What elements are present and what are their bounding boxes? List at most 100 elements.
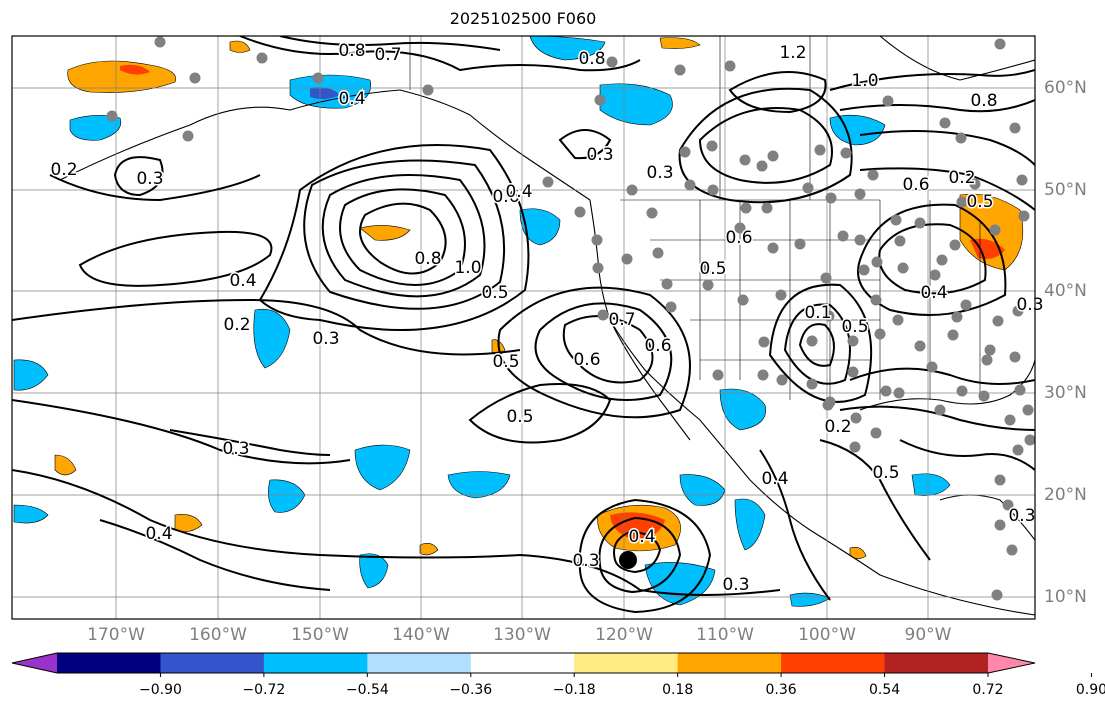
station-dot <box>594 94 606 106</box>
contour-label: 0.3 <box>586 145 613 165</box>
station-dot <box>939 117 951 129</box>
contour-label: 0.4 <box>229 271 256 291</box>
station-dot <box>823 310 835 322</box>
station-dot <box>775 289 787 301</box>
contour-label: 0.6 <box>573 350 600 370</box>
contour-line <box>99 519 331 591</box>
station-dot <box>936 254 948 266</box>
colorbar-segment <box>574 653 679 673</box>
negative-anomaly-area <box>13 359 49 391</box>
station-dot <box>806 335 818 347</box>
contour-label: 0.4 <box>761 469 788 489</box>
station-dot <box>758 336 770 348</box>
station-dot <box>679 146 691 158</box>
contour-label: 0.3 <box>222 439 249 459</box>
longitude-label: 90°W <box>904 625 952 645</box>
colorbar-tick-label: 0.90 <box>1075 682 1105 698</box>
contour-labels: 0.8 0.70.40.8 1.21.00.80.60.2 0.30.30.50.60… <box>49 40 1045 597</box>
station-dot <box>871 256 883 268</box>
station-dot <box>712 369 724 381</box>
station-dot <box>652 247 664 259</box>
longitude-label: 110°W <box>696 625 754 645</box>
contour-line <box>759 449 831 601</box>
station-dot <box>626 184 638 196</box>
longitude-label: 130°W <box>493 625 551 645</box>
station-dot <box>740 202 752 214</box>
station-dot <box>256 52 268 64</box>
contour-label: 0.3 <box>722 575 749 595</box>
contour-label: 0.8 <box>970 91 997 111</box>
station-dot <box>1018 210 1030 222</box>
station-dot <box>890 214 902 226</box>
contour-label: 0.8 <box>338 41 365 61</box>
station-dot <box>850 412 862 424</box>
gulf-coast <box>859 359 1035 411</box>
station-dot <box>956 385 968 397</box>
station-dot <box>621 253 633 265</box>
station-dot <box>854 234 866 246</box>
station-dot <box>806 378 818 390</box>
contour-label: 0.5 <box>492 352 519 372</box>
station-dot <box>956 196 968 208</box>
positive-anomaly-area <box>359 225 411 241</box>
negative-anomaly-area <box>359 553 389 589</box>
station-dot <box>734 222 746 234</box>
station-dot <box>312 72 324 84</box>
contour-label: 1.0 <box>454 258 481 278</box>
hudson-bay <box>879 36 1035 81</box>
station-dot <box>1014 384 1026 396</box>
colorbar-outline <box>11 652 1036 674</box>
contour-label: 0.2 <box>948 168 975 188</box>
station-dot <box>802 182 814 194</box>
colorbar-segment <box>57 653 161 673</box>
latitude-label: 40°N <box>1044 281 1087 301</box>
contour-label: 0.4 <box>505 182 532 202</box>
negative-anomaly-area <box>447 471 511 499</box>
station-dot <box>814 144 826 156</box>
contour-line <box>859 130 1035 166</box>
contour-label: 0.6 <box>492 187 519 207</box>
station-dot <box>820 272 832 284</box>
contour-line <box>534 302 673 401</box>
station-dot <box>824 396 836 408</box>
graticule <box>12 36 1035 619</box>
station-dot <box>874 328 886 340</box>
station-dot <box>955 132 967 144</box>
contour-label: 0.4 <box>920 283 947 303</box>
station-dot <box>724 60 736 72</box>
station-dot <box>825 192 837 204</box>
alaska-coastline <box>59 89 591 201</box>
negative-anomaly-area <box>268 479 306 513</box>
station-dot <box>1009 351 1021 363</box>
station-dot <box>1012 444 1024 456</box>
station-dot <box>1004 414 1016 426</box>
latitude-label: 10°N <box>1044 587 1087 607</box>
negative-anomaly-area <box>13 504 49 524</box>
colorbar-segment <box>470 653 575 673</box>
colorbar-tick-label: 0.72 <box>972 682 1004 698</box>
contour-line <box>12 399 351 465</box>
station-dot <box>991 589 1003 601</box>
contour-line <box>303 159 506 310</box>
contour-label: 1.0 <box>851 71 878 91</box>
station-dot <box>893 387 905 399</box>
station-dot <box>684 179 696 191</box>
station-dot <box>646 207 658 219</box>
longitude-label: 120°W <box>595 625 653 645</box>
station-dot <box>189 72 201 84</box>
station-dot <box>892 314 904 326</box>
station-dot <box>837 230 849 242</box>
contour-line <box>497 286 691 419</box>
colorbar-segment <box>677 653 782 673</box>
positive-anomaly-area <box>659 37 701 49</box>
contour-label: 0.1 <box>804 303 831 323</box>
tropical-cyclone-marker <box>619 551 637 569</box>
contour-line <box>113 156 164 197</box>
station-dot <box>702 279 714 291</box>
negative-anomaly-area <box>734 498 766 551</box>
positive-anomaly-area <box>120 64 150 75</box>
contour-line <box>768 283 873 403</box>
colorbar-extend-high <box>988 653 1035 673</box>
negative-anomaly-area <box>253 308 291 369</box>
